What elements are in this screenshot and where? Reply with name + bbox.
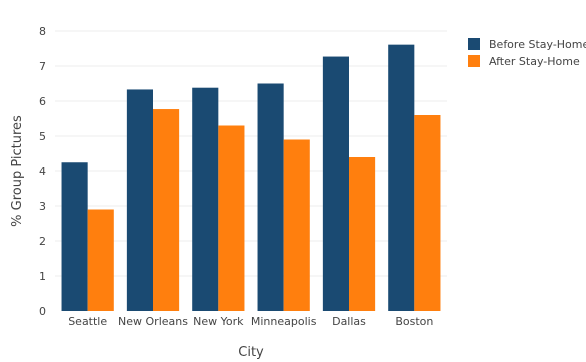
bar-after-minneapolis[interactable] [283,139,310,312]
y-tick-label: 1 [39,270,46,283]
legend-label-before: Before Stay-Home [489,38,586,51]
bars [61,44,441,312]
bar-before-boston[interactable] [388,44,415,312]
bar-after-boston[interactable] [414,115,441,311]
x-tick-label: Dallas [332,315,366,328]
bar-after-seattle[interactable] [87,209,114,312]
legend-swatch-after [468,55,480,67]
bar-after-dallas[interactable] [349,157,376,311]
y-tick-label: 4 [39,165,46,178]
bar-before-minneapolis[interactable] [257,83,284,312]
x-axis-title: City [238,345,264,360]
y-tick-label: 8 [39,25,46,38]
x-tick-label: New York [193,315,244,328]
y-tick-label: 3 [39,200,46,213]
legend-swatch-before [468,38,480,50]
y-tick-label: 5 [39,130,46,143]
y-tick-label: 6 [39,95,46,108]
x-tick-label: Boston [395,315,433,328]
x-axis-ticks: Seattle New Orleans New York Minneapolis Dal… [68,315,433,328]
y-tick-label: 2 [39,235,46,248]
bar-before-dallas[interactable] [322,56,349,311]
bar-before-new-orleans[interactable] [126,89,153,311]
y-tick-label: 0 [39,305,46,318]
x-tick-label: Minneapolis [251,315,317,328]
bar-before-seattle[interactable] [61,162,88,311]
x-tick-label: Seattle [68,315,107,328]
y-tick-label: 7 [39,60,46,73]
y-axis-title: % Group Pictures [10,115,25,227]
bar-before-new-york[interactable] [192,87,219,311]
gridlines [55,30,447,277]
x-tick-label: New Orleans [118,315,188,328]
bar-after-new-orleans[interactable] [153,109,180,311]
bar-after-new-york[interactable] [218,125,245,312]
y-axis-ticks: 0 1 2 3 4 5 6 7 8 [39,25,46,318]
legend[interactable]: Before Stay-Home After Stay-Home [468,38,586,68]
legend-label-after: After Stay-Home [489,55,580,68]
